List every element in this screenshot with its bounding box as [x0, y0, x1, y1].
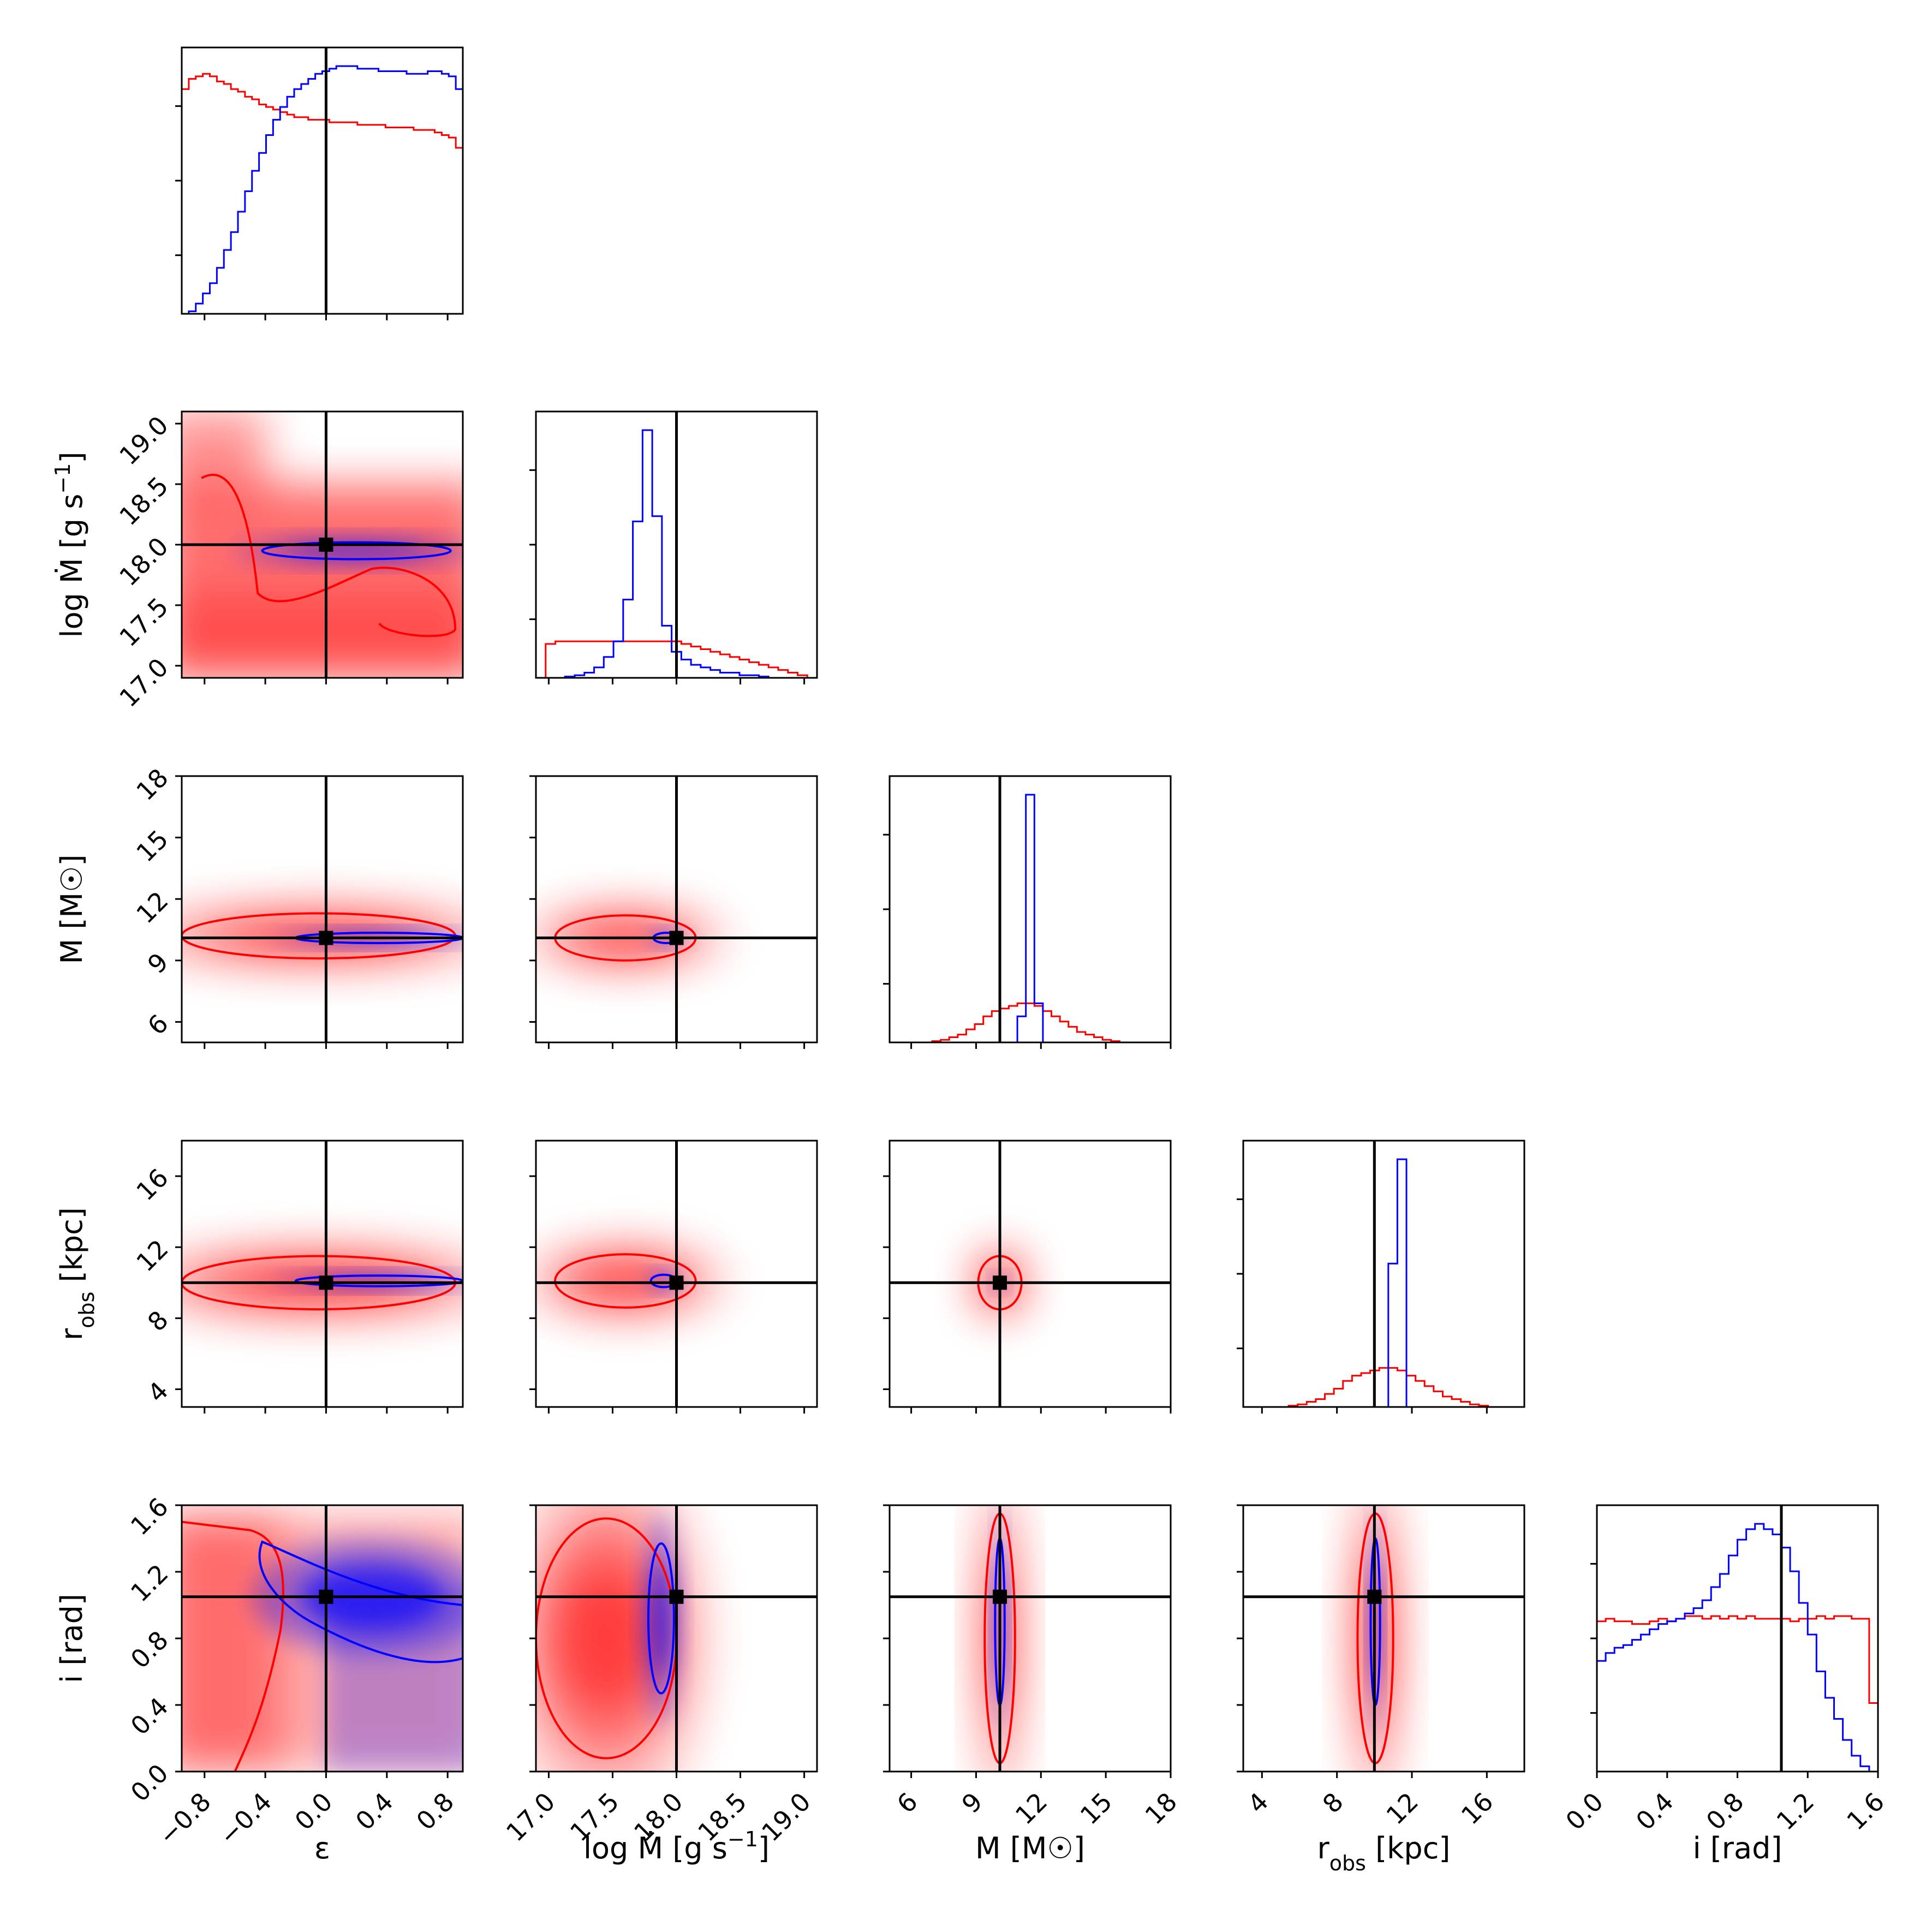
x-axis-label-i: i [rad] — [1693, 1831, 1782, 1865]
panel-logMdot-vs-robs — [536, 1141, 817, 1407]
panel-logMdot-vs-M — [536, 776, 817, 1042]
panel-M-vs-i — [890, 1505, 1171, 1772]
panel-eps-vs-M — [182, 776, 463, 1042]
posterior-contour — [647, 1542, 675, 1695]
panel-eps-vs-i — [182, 1505, 463, 1772]
panel-frame — [181, 1140, 464, 1408]
truth-marker — [319, 1589, 333, 1604]
panel-eps-vs-logMdot — [182, 412, 463, 678]
hist-posterior-robs — [1243, 1158, 1524, 1407]
panel-logMdot-vs-i — [536, 1505, 817, 1772]
x-axis-label-logMdot: log Ṁ [g s−1] — [583, 1827, 770, 1865]
panel-frame — [889, 1140, 1172, 1408]
hist-posterior-logMdot — [536, 429, 817, 678]
y-axis-label-i: i [rad] — [55, 1594, 89, 1683]
panel-frame — [181, 775, 464, 1043]
hist-posterior-M — [890, 794, 1171, 1042]
x-axis-label-M: M [M☉] — [975, 1831, 1085, 1865]
x-axis-label-eps: ε — [314, 1831, 330, 1865]
hist-prior-i — [1597, 1615, 1878, 1772]
y-axis-label-M: M [M☉] — [55, 855, 89, 964]
y-axis-label-robs: robs [kpc] — [55, 1207, 99, 1340]
truth-marker — [319, 1275, 333, 1290]
hist-prior-M — [890, 1002, 1171, 1042]
prior-contour — [554, 1253, 697, 1309]
posterior-contour — [294, 1274, 463, 1287]
posterior-contour — [258, 1540, 463, 1663]
truth-marker — [993, 1275, 1007, 1290]
panel-M — [890, 776, 1171, 1042]
truth-marker — [669, 1275, 684, 1290]
truth-marker — [669, 931, 684, 945]
x-axis-label-robs: robs [kpc] — [1317, 1831, 1451, 1875]
prior-contour — [182, 1520, 284, 1772]
hist-prior-robs — [1243, 1367, 1524, 1407]
prior-density — [182, 412, 463, 678]
truth-marker — [669, 1589, 684, 1604]
prior-density — [536, 1238, 731, 1324]
posterior-contour — [261, 541, 452, 560]
truth-marker — [319, 538, 333, 552]
panel-i — [1597, 1505, 1878, 1772]
panel-robs — [1243, 1141, 1524, 1407]
posterior-density — [253, 1539, 463, 1772]
y-axis-label-logMdot: log Ṁ [g s−1] — [51, 452, 89, 638]
hist-prior-eps — [182, 73, 463, 314]
prior-contour — [201, 474, 457, 637]
truth-marker — [319, 931, 333, 945]
panel-logMdot — [536, 412, 817, 678]
hist-posterior-eps — [182, 65, 463, 314]
hist-prior-logMdot — [536, 640, 817, 678]
panel-eps — [182, 47, 463, 314]
panel-robs-vs-i — [1243, 1505, 1524, 1772]
truth-marker — [1367, 1589, 1382, 1604]
panel-eps-vs-robs — [182, 1141, 463, 1407]
hist-posterior-i — [1597, 1523, 1878, 1772]
truth-marker — [993, 1589, 1007, 1604]
panel-M-vs-robs — [890, 1141, 1171, 1407]
